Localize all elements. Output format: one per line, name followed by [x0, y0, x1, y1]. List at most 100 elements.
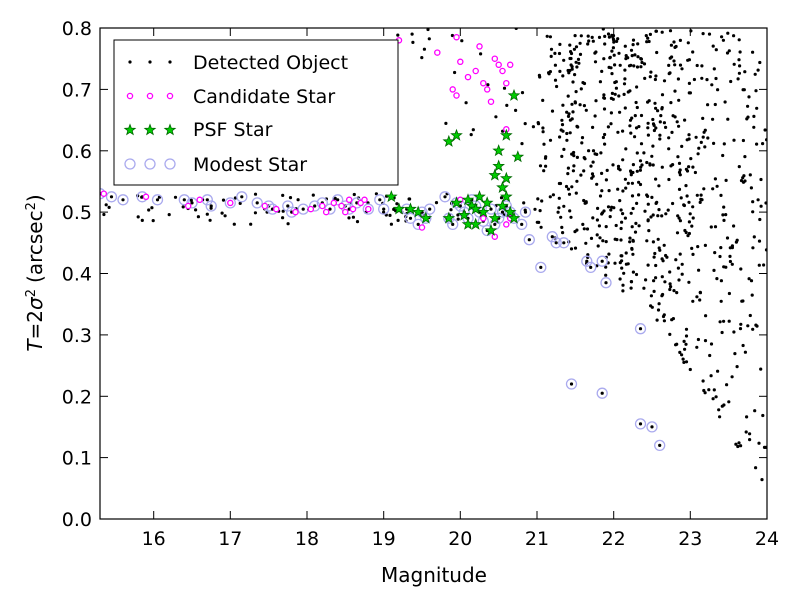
detected-object-point	[560, 118, 564, 122]
detected-object-point	[728, 259, 733, 264]
candidate-star-point	[345, 196, 353, 204]
detected-object-point	[557, 196, 561, 200]
psf-star-point	[496, 180, 509, 193]
detected-object-point	[711, 117, 715, 121]
detected-object-point	[182, 198, 186, 202]
detected-object-point	[713, 102, 717, 107]
detected-object-point	[559, 215, 563, 219]
detected-object-point	[382, 210, 386, 214]
detected-object-point	[618, 277, 622, 281]
detected-object-point	[736, 444, 740, 449]
detected-object-point	[589, 236, 594, 240]
detected-object-point	[456, 217, 460, 221]
detected-object-point	[623, 106, 627, 110]
detected-object-point	[722, 319, 726, 323]
detected-object-point	[757, 441, 761, 445]
detected-object-point	[660, 93, 665, 97]
detected-object-point	[637, 224, 641, 228]
detected-object-point	[565, 138, 569, 142]
detected-object-point	[675, 231, 680, 235]
detected-object-point	[672, 289, 676, 293]
detected-object-point	[684, 334, 689, 338]
detected-object-point	[752, 235, 756, 239]
psf-star-point	[473, 190, 486, 203]
modest-star-point	[412, 218, 424, 231]
detected-object-point	[712, 268, 716, 272]
detected-object-point	[677, 187, 682, 191]
detected-object-point	[683, 118, 687, 122]
detected-object-point	[632, 64, 636, 68]
detected-object-point	[674, 258, 678, 262]
detected-object-point	[715, 184, 719, 188]
detected-object-point	[727, 291, 732, 296]
detected-object-point	[660, 107, 664, 111]
detected-object-point	[147, 208, 151, 212]
detected-object-point	[761, 413, 765, 418]
detected-object-point	[651, 144, 655, 148]
detected-object-point	[584, 108, 588, 112]
detected-object-point	[631, 43, 635, 47]
detected-object-point	[646, 194, 650, 198]
detected-object-point	[722, 142, 726, 146]
detected-object-point	[610, 72, 614, 76]
detected-object-point	[541, 98, 545, 102]
detected-object-point	[758, 60, 762, 65]
detected-object-point	[671, 201, 675, 206]
detected-object-point	[623, 177, 628, 181]
detected-object-point	[643, 209, 647, 213]
detected-object-point	[575, 179, 579, 183]
detected-object-point	[631, 270, 636, 274]
detected-object-point	[603, 132, 607, 137]
detected-object-point	[571, 80, 575, 84]
detected-object-point	[684, 360, 689, 364]
detected-object-point	[566, 94, 570, 98]
detected-object-point	[194, 208, 198, 212]
detected-object-point	[715, 277, 719, 281]
detected-object-point	[416, 222, 420, 226]
detected-object-point	[757, 263, 761, 267]
detected-object-point	[658, 120, 662, 124]
detected-object-point	[601, 135, 606, 140]
detected-object-point	[747, 277, 751, 281]
detected-object-point	[670, 130, 674, 134]
detected-object-point	[748, 432, 752, 436]
detected-object-point	[727, 400, 731, 404]
detected-object-point	[190, 201, 194, 205]
detected-object-point	[301, 207, 305, 211]
detected-object-point	[622, 92, 626, 96]
detected-object-point	[667, 136, 671, 140]
psf-star-point	[492, 144, 505, 157]
detected-object-point	[471, 128, 475, 132]
detected-object-point	[621, 129, 625, 133]
detected-object-point	[577, 61, 581, 65]
detected-object-point	[591, 125, 595, 129]
detected-object-point	[378, 198, 382, 202]
detected-object-point	[722, 205, 726, 209]
detected-object-point	[664, 125, 668, 129]
detected-object-point	[741, 138, 746, 143]
detected-object-point	[759, 177, 763, 182]
detected-object-point	[616, 37, 620, 41]
detected-object-point	[668, 29, 673, 33]
detected-object-point	[635, 151, 639, 155]
candidate-star-point	[491, 55, 499, 62]
detected-object-point	[704, 314, 708, 318]
candidate-star-point	[292, 208, 299, 216]
y-label-sigma: σ	[23, 296, 47, 310]
detected-object-point	[196, 215, 200, 219]
detected-object-point	[557, 206, 561, 210]
detected-object-point	[253, 192, 258, 196]
detected-object-point	[692, 77, 697, 82]
detected-object-point	[618, 110, 622, 114]
detected-object-point	[623, 77, 627, 81]
detected-object-point	[296, 198, 300, 202]
detected-object-point	[695, 295, 699, 299]
legend-label-modest: Modest Star	[193, 154, 307, 176]
detected-object-point	[567, 192, 572, 196]
detected-object-point	[702, 187, 706, 191]
detected-object-point	[728, 254, 732, 258]
candidate-star-point	[506, 61, 514, 69]
detected-object-point	[579, 173, 583, 177]
candidate-star-point	[434, 49, 441, 56]
detected-object-point	[691, 299, 695, 303]
